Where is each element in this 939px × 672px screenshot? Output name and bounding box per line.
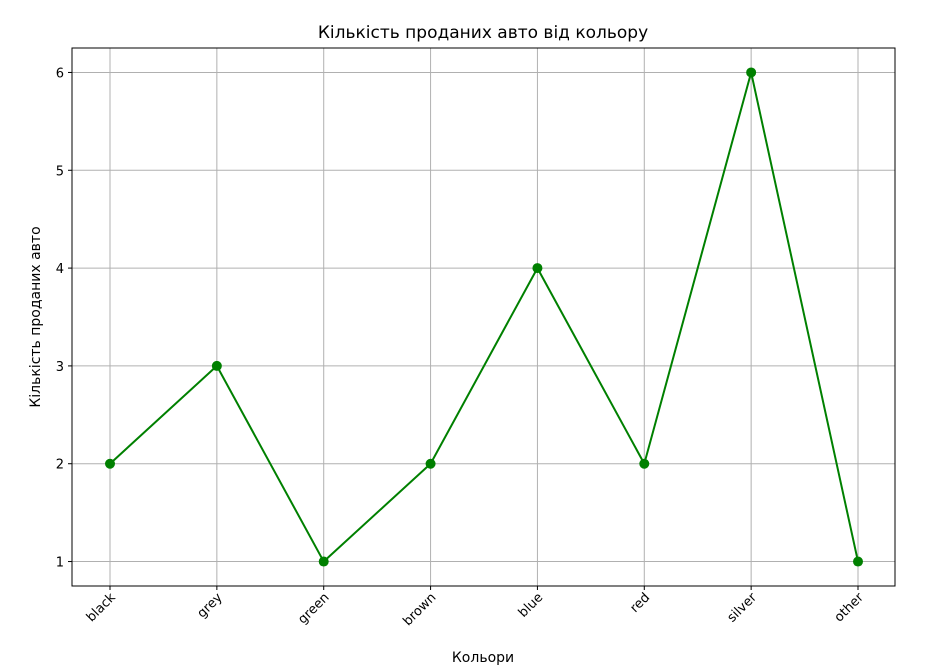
x-tick-label-black: black xyxy=(84,590,119,625)
x-tick-label-silver: silver xyxy=(725,590,761,626)
data-point-silver xyxy=(746,67,757,78)
grid xyxy=(72,48,895,586)
x-tick-label-grey: grey xyxy=(195,590,226,621)
y-tick-label-1: 1 xyxy=(56,556,64,571)
y-tick-label-3: 3 xyxy=(56,360,64,375)
x-axis-label: Кольори xyxy=(452,650,514,666)
data-point-brown xyxy=(425,458,436,469)
series-line xyxy=(109,72,859,564)
y-axis-label: Кількість проданих авто xyxy=(28,226,44,407)
chart-title: Кількість проданих авто від кольору xyxy=(318,23,648,43)
series xyxy=(105,67,863,567)
x-tick-label-blue: blue xyxy=(516,590,546,620)
data-point-blue xyxy=(532,263,543,274)
plot-area xyxy=(71,47,896,587)
x-tick-label-green: green xyxy=(295,590,332,627)
data-point-black xyxy=(105,458,115,469)
data-point-other xyxy=(853,556,863,567)
y-tick-label-4: 4 xyxy=(56,262,64,277)
data-point-red xyxy=(639,458,650,469)
x-tick-label-brown: brown xyxy=(400,590,439,629)
data-point-grey xyxy=(211,360,222,371)
data-point-green xyxy=(318,556,329,567)
axis-ticks: black grey green brown blue red silver other 1 2 3… xyxy=(56,66,868,629)
y-tick-label-2: 2 xyxy=(56,458,64,473)
y-tick-label-5: 5 xyxy=(56,164,64,179)
x-tick-label-other: other xyxy=(832,590,868,626)
y-tick-label-6: 6 xyxy=(56,66,64,81)
x-tick-label-red: red xyxy=(627,590,653,616)
